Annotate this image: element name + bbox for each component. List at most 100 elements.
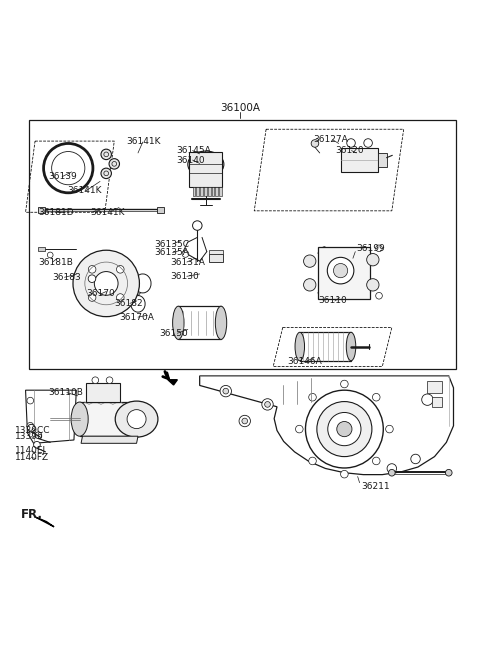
Circle shape (27, 397, 34, 404)
Bar (432, 397, 442, 407)
Circle shape (296, 425, 303, 433)
Text: 13396: 13396 (14, 432, 43, 441)
Circle shape (327, 258, 354, 284)
Circle shape (445, 469, 452, 476)
Circle shape (242, 418, 248, 424)
Text: 36135A: 36135A (155, 248, 190, 257)
Ellipse shape (346, 332, 356, 361)
Text: 1140FZ: 1140FZ (14, 453, 49, 462)
Circle shape (364, 139, 372, 147)
Bar (209, 254, 223, 262)
Bar (29, 120, 456, 369)
Circle shape (117, 265, 124, 273)
Circle shape (104, 152, 108, 157)
Text: 36110: 36110 (318, 296, 347, 306)
Circle shape (303, 255, 316, 267)
Circle shape (44, 143, 93, 193)
Circle shape (34, 442, 40, 448)
Circle shape (88, 265, 96, 273)
Circle shape (52, 152, 85, 185)
Circle shape (48, 252, 53, 258)
Circle shape (411, 454, 420, 464)
Bar (204, 187, 207, 196)
Circle shape (127, 409, 146, 428)
Text: 36182: 36182 (114, 299, 143, 308)
Text: 36170: 36170 (86, 289, 115, 298)
Circle shape (303, 279, 316, 291)
Bar (216, 187, 218, 196)
Polygon shape (200, 376, 454, 474)
Circle shape (27, 422, 34, 429)
Ellipse shape (73, 250, 139, 317)
Circle shape (372, 394, 380, 401)
Text: 36170A: 36170A (119, 313, 154, 322)
Text: 36181D: 36181D (38, 208, 74, 217)
Circle shape (109, 158, 120, 169)
Circle shape (101, 149, 111, 160)
Bar (179, 306, 221, 340)
Circle shape (305, 390, 384, 468)
Circle shape (88, 294, 96, 302)
Text: 36181B: 36181B (38, 258, 73, 267)
Polygon shape (38, 207, 46, 213)
Polygon shape (168, 380, 178, 385)
Circle shape (27, 424, 35, 432)
Ellipse shape (115, 401, 158, 437)
Ellipse shape (295, 332, 304, 361)
Circle shape (309, 457, 316, 464)
Polygon shape (25, 390, 76, 443)
Text: 36199: 36199 (356, 244, 385, 254)
Circle shape (35, 432, 42, 439)
Circle shape (334, 263, 348, 278)
Text: 36140: 36140 (176, 156, 204, 164)
Circle shape (341, 470, 348, 478)
Bar (209, 250, 223, 254)
Text: 1339CC: 1339CC (14, 426, 50, 435)
Bar (427, 380, 442, 392)
Bar (196, 187, 199, 196)
Ellipse shape (188, 151, 224, 177)
Ellipse shape (173, 306, 184, 340)
Circle shape (262, 399, 273, 410)
Text: 36131A: 36131A (170, 258, 204, 267)
Circle shape (117, 294, 124, 302)
Text: 36145A: 36145A (176, 146, 211, 155)
Text: 36141K: 36141K (91, 208, 125, 217)
Circle shape (341, 380, 348, 388)
Bar (80, 402, 137, 436)
Circle shape (223, 388, 228, 394)
Circle shape (112, 162, 117, 166)
Bar (378, 153, 386, 167)
Text: 36150: 36150 (159, 328, 188, 338)
Circle shape (106, 377, 113, 384)
Text: 36141K: 36141K (67, 187, 101, 195)
Circle shape (367, 279, 379, 291)
Polygon shape (36, 517, 54, 527)
Circle shape (88, 275, 96, 283)
Bar (189, 152, 222, 187)
Circle shape (317, 401, 372, 457)
Text: 36211: 36211 (361, 482, 390, 491)
Bar (208, 187, 211, 196)
Text: 36146A: 36146A (288, 357, 322, 366)
Circle shape (220, 386, 231, 397)
Circle shape (264, 401, 270, 407)
Ellipse shape (71, 402, 88, 436)
Polygon shape (318, 247, 371, 299)
Circle shape (376, 245, 383, 252)
Circle shape (422, 394, 433, 405)
Bar (341, 148, 378, 172)
Circle shape (387, 464, 396, 473)
Circle shape (337, 422, 352, 437)
Bar (86, 383, 120, 402)
Polygon shape (157, 207, 164, 213)
Text: 1140EJ: 1140EJ (14, 446, 46, 455)
Text: 36135C: 36135C (155, 240, 190, 248)
Circle shape (372, 457, 380, 464)
Circle shape (192, 221, 202, 231)
Bar (192, 187, 195, 196)
Ellipse shape (216, 306, 227, 340)
Bar (300, 332, 351, 361)
Circle shape (95, 271, 118, 295)
Text: 36127A: 36127A (313, 135, 348, 144)
